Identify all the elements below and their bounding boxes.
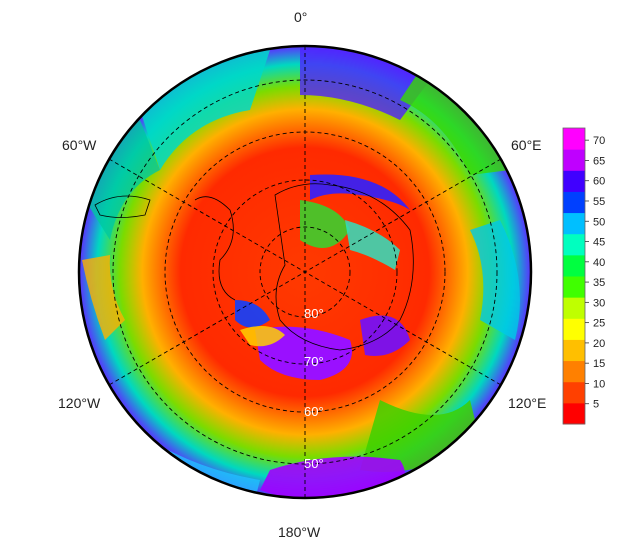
- coastlines: [94, 183, 414, 351]
- colorbar-segment: [563, 170, 585, 192]
- longitude-label-top-right: 60°E: [511, 137, 542, 153]
- colorbar-tick-label: 70: [593, 135, 605, 147]
- colorbar-frame: [562, 127, 586, 425]
- colorbar-segment: [563, 149, 585, 171]
- colorbar-tick-label: 20: [593, 338, 605, 350]
- colorbar: 70 65 60 55 50 45 40 35 30 25 20 15 10 5: [562, 127, 605, 425]
- latitude-label-50: 50°: [304, 456, 324, 471]
- colorbar-tick-label: 60: [593, 176, 605, 188]
- colorbar-segment: [563, 402, 585, 425]
- colorbar-tick-label: 40: [593, 257, 605, 269]
- colorbar-segment: [563, 254, 585, 277]
- field-patch-cyan-e: [470, 220, 520, 340]
- field-patch-green-ne: [400, 70, 510, 175]
- longitude-label-bottom-right: 120°E: [508, 395, 546, 411]
- graticule: [108, 46, 502, 498]
- field-patch-purple-ross: [255, 326, 352, 380]
- colorbar-tick-label: 15: [593, 358, 605, 370]
- colorbar-tick-label: 45: [593, 237, 605, 249]
- field-patch-teal-w: [85, 120, 160, 240]
- colorbar-tick-label: 65: [593, 155, 605, 167]
- colorbar-tick-label: 30: [593, 297, 605, 309]
- colorbar-segments: [563, 128, 585, 425]
- meridian-60e-120w: [108, 158, 502, 386]
- field-patch-green-inner: [300, 200, 350, 248]
- colorbar-segment: [563, 233, 585, 256]
- longitude-label-top-left: 60°W: [62, 137, 97, 153]
- longitude-label-bottom: 180°W: [278, 524, 321, 540]
- field-patch-cyan-nw: [140, 50, 270, 170]
- latitude-circle-80: [259, 226, 351, 318]
- latitude-label-80: 80°: [304, 306, 324, 321]
- colorbar-segment: [563, 318, 585, 340]
- colorbar-tick-label: 55: [593, 196, 605, 208]
- colorbar-segment: [563, 381, 585, 404]
- longitude-label-top: 0°: [294, 9, 307, 25]
- coastline-antarctica: [274, 183, 414, 351]
- colorbar-tick-label: 10: [593, 378, 605, 390]
- colorbar-segment: [563, 212, 585, 235]
- colorbar-tick-label: 35: [593, 277, 605, 289]
- map-border: [77, 44, 533, 500]
- coastline-peninsula: [194, 196, 236, 301]
- colorbar-segment: [563, 339, 585, 362]
- latitude-label-70: 70°: [304, 354, 324, 369]
- colorbar-segment: [563, 360, 585, 383]
- latitude-label-60: 60°: [304, 404, 324, 419]
- field-patch-purple-east: [360, 315, 410, 356]
- latitude-circle-70: [212, 179, 398, 365]
- field-patch-cyan-inner: [345, 220, 400, 270]
- colorbar-segment: [563, 191, 585, 214]
- coastline-south-america: [94, 195, 151, 218]
- longitude-label-bottom-left: 120°W: [58, 395, 101, 411]
- colorbar-tick-label: 25: [593, 318, 605, 330]
- colorbar-tick-label: 50: [593, 216, 605, 228]
- colorbar-tick-label: 5: [593, 399, 599, 411]
- colorbar-segment: [563, 297, 585, 319]
- field-patch-yellow-w: [82, 255, 125, 340]
- colorbar-segment: [563, 276, 585, 298]
- colorbar-ticks: 70 65 60 55 50 45 40 35 30 25 20 15 10 5: [585, 135, 605, 411]
- field-patch-yellow-inner: [240, 326, 285, 347]
- latitude-circle-50: [112, 79, 498, 465]
- colorbar-segment: [563, 128, 585, 150]
